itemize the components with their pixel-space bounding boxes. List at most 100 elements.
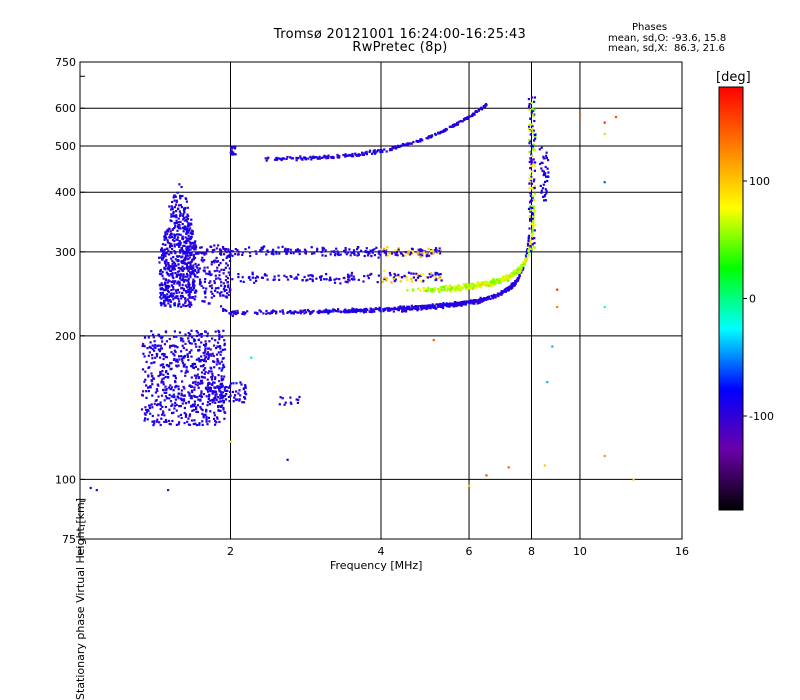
echo-point xyxy=(171,403,174,406)
echo-point xyxy=(163,414,166,417)
echo-point xyxy=(378,307,381,310)
echo-point xyxy=(318,157,321,160)
echo-point xyxy=(164,255,167,258)
echo-point xyxy=(144,370,147,373)
echo-point xyxy=(228,386,231,389)
echo-point xyxy=(351,154,354,157)
echo-point xyxy=(214,259,217,262)
echo-point xyxy=(522,264,525,267)
echo-point xyxy=(186,298,189,301)
echo-point xyxy=(189,243,192,246)
echo-point xyxy=(476,302,479,305)
echo-point xyxy=(301,158,304,161)
echo-point xyxy=(188,423,192,426)
echo-point xyxy=(190,405,193,408)
echo-point xyxy=(180,305,183,308)
echo-point xyxy=(534,136,537,139)
echo-point xyxy=(204,367,207,370)
echo-point xyxy=(348,248,351,251)
echo-point xyxy=(478,300,481,303)
echo-point xyxy=(394,274,397,277)
echo-point xyxy=(203,280,206,283)
echo-point xyxy=(237,273,240,276)
echo-point xyxy=(434,249,437,252)
echo-point xyxy=(490,284,493,287)
echo-point xyxy=(419,253,422,256)
echo-point xyxy=(318,155,321,158)
echo-point xyxy=(460,119,463,123)
echo-point xyxy=(223,289,226,293)
echo-point xyxy=(312,156,316,159)
echo-point xyxy=(215,260,218,263)
echo-point xyxy=(230,249,233,253)
echo-point xyxy=(187,285,190,288)
echo-point xyxy=(235,312,238,315)
echo-point xyxy=(152,333,155,336)
echo-point xyxy=(533,96,536,99)
echo-point xyxy=(164,236,167,239)
echo-point xyxy=(213,366,216,369)
echo-point xyxy=(197,338,201,341)
echo-point xyxy=(150,330,153,333)
echo-point xyxy=(166,281,169,284)
echo-point xyxy=(219,261,222,265)
echo-point xyxy=(514,272,517,275)
echo-point xyxy=(232,153,235,156)
echo-point xyxy=(412,272,415,275)
echo-point xyxy=(342,154,345,157)
echo-point xyxy=(185,249,188,252)
echo-point xyxy=(327,312,330,315)
echo-point xyxy=(528,215,531,218)
echo-point xyxy=(329,278,332,281)
echo-point xyxy=(175,384,178,387)
echo-point xyxy=(507,279,510,282)
echo-point xyxy=(195,265,198,268)
echo-point xyxy=(192,285,195,288)
echo-point xyxy=(511,272,514,275)
echo-point xyxy=(389,274,392,277)
echo-point xyxy=(191,296,194,299)
echo-point xyxy=(528,138,531,142)
echo-point xyxy=(452,303,455,306)
echo-point xyxy=(540,167,543,170)
echo-point xyxy=(531,225,535,228)
echo-point xyxy=(186,279,189,282)
echo-point xyxy=(160,272,163,276)
echo-point xyxy=(379,148,382,151)
echo-point xyxy=(360,309,363,312)
echo-point xyxy=(468,484,471,487)
echo-point xyxy=(472,282,475,285)
echo-point xyxy=(220,284,223,287)
echo-point xyxy=(528,182,531,185)
echo-point xyxy=(391,147,394,150)
echo-point xyxy=(277,274,280,277)
echo-point xyxy=(530,239,533,242)
echo-point xyxy=(185,200,188,203)
echo-point xyxy=(180,206,183,209)
echo-point xyxy=(208,271,211,274)
echo-point xyxy=(200,341,203,344)
echo-point xyxy=(442,302,445,305)
echo-point xyxy=(499,281,502,284)
echo-point xyxy=(203,354,206,357)
echo-point xyxy=(235,398,238,401)
echo-point xyxy=(529,242,533,245)
echo-point xyxy=(168,228,171,231)
echo-point xyxy=(286,458,289,461)
echo-point xyxy=(337,308,340,311)
echo-point xyxy=(418,275,421,278)
echo-point xyxy=(479,285,482,288)
echo-point xyxy=(329,277,332,280)
echo-point xyxy=(434,306,437,309)
echo-point xyxy=(189,267,192,270)
echo-point xyxy=(527,127,531,130)
echo-point xyxy=(507,466,510,469)
chart-subtitle: RwPretec (8p) xyxy=(352,40,448,55)
colorbar-tick-label: 0 xyxy=(749,293,756,306)
echo-point xyxy=(176,395,179,398)
echo-point xyxy=(188,392,191,395)
echo-point xyxy=(144,417,147,420)
echo-point xyxy=(195,374,198,377)
echo-point xyxy=(300,157,303,160)
echo-point xyxy=(315,277,318,280)
